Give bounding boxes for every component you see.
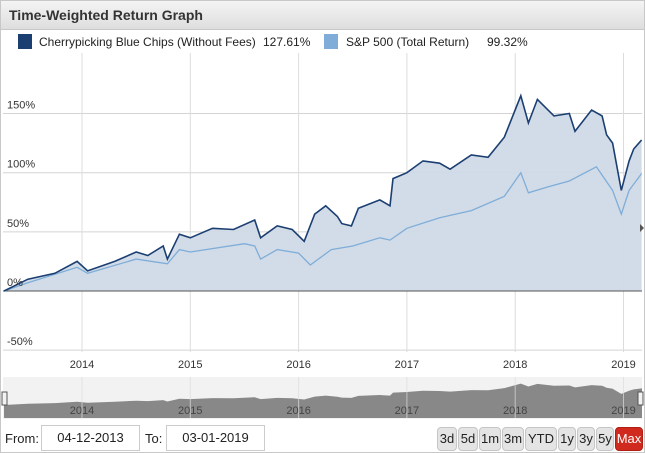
legend-label-sp500[interactable]: S&P 500 (Total Return) (346, 35, 470, 49)
x-tick-label: 2017 (395, 359, 419, 371)
navigator-right-handle[interactable] (637, 391, 644, 406)
navigator-x-label: 2017 (395, 405, 419, 417)
navigator-x-label: 2014 (70, 405, 94, 417)
legend-swatch-portfolio (18, 34, 32, 49)
range-button-1y[interactable]: 1y (558, 427, 576, 451)
to-date-input[interactable]: 03-01-2019 (166, 425, 265, 451)
from-label: From: (5, 431, 39, 446)
legend: Cherrypicking Blue Chips (Without Fees) … (1, 31, 644, 53)
portfolio-area (4, 95, 642, 291)
navigator-x-label: 2018 (503, 405, 527, 417)
legend-value-portfolio: 127.61% (263, 35, 311, 49)
range-button-3d[interactable]: 3d (437, 427, 457, 451)
y-tick-label: 100% (7, 159, 35, 171)
legend-value-sp500: 99.32% (487, 35, 528, 49)
from-date-input[interactable]: 04-12-2013 (41, 425, 140, 451)
y-tick-label: 0% (7, 277, 23, 289)
x-tick-label: 2015 (178, 359, 202, 371)
range-button-1m[interactable]: 1m (479, 427, 501, 451)
range-button-5y[interactable]: 5y (596, 427, 614, 451)
scroll-right-icon (640, 224, 644, 232)
legend-swatch-sp500 (324, 34, 338, 49)
navigator-x-label: 2016 (286, 405, 310, 417)
x-tick-label: 2014 (70, 359, 94, 371)
range-button-3y[interactable]: 3y (577, 427, 595, 451)
sp500-line (3, 165, 643, 292)
range-button-5d[interactable]: 5d (458, 427, 478, 451)
portfolio-line (3, 93, 643, 292)
navigator-x-label: 2015 (178, 405, 202, 417)
range-controls: From: 04-12-2013 To: 03-01-2019 3d 5d 1m 3m… (1, 423, 644, 453)
y-tick-label: -50% (7, 336, 33, 348)
y-tick-label: 150% (7, 100, 35, 112)
x-tick-label: 2018 (503, 359, 527, 371)
panel-title: Time-Weighted Return Graph (9, 7, 203, 23)
range-button-max[interactable]: Max (615, 427, 643, 451)
navigator-area (4, 383, 642, 418)
navigator-x-label: 2019 (611, 405, 635, 417)
x-tick-label: 2016 (286, 359, 310, 371)
range-button-ytd[interactable]: YTD (525, 427, 557, 451)
legend-label-portfolio[interactable]: Cherrypicking Blue Chips (Without Fees) (39, 35, 256, 49)
navigator-left-handle[interactable] (1, 391, 8, 406)
range-button-3m[interactable]: 3m (502, 427, 524, 451)
title-bar: Time-Weighted Return Graph (1, 1, 644, 30)
to-label: To: (145, 431, 163, 446)
return-chart[interactable]: 150% 100% 50% 0% -50% 2014 2015 2016 2017 2018 201… (1, 1, 644, 421)
x-tick-label: 2019 (611, 359, 635, 371)
y-tick-label: 50% (7, 218, 29, 230)
